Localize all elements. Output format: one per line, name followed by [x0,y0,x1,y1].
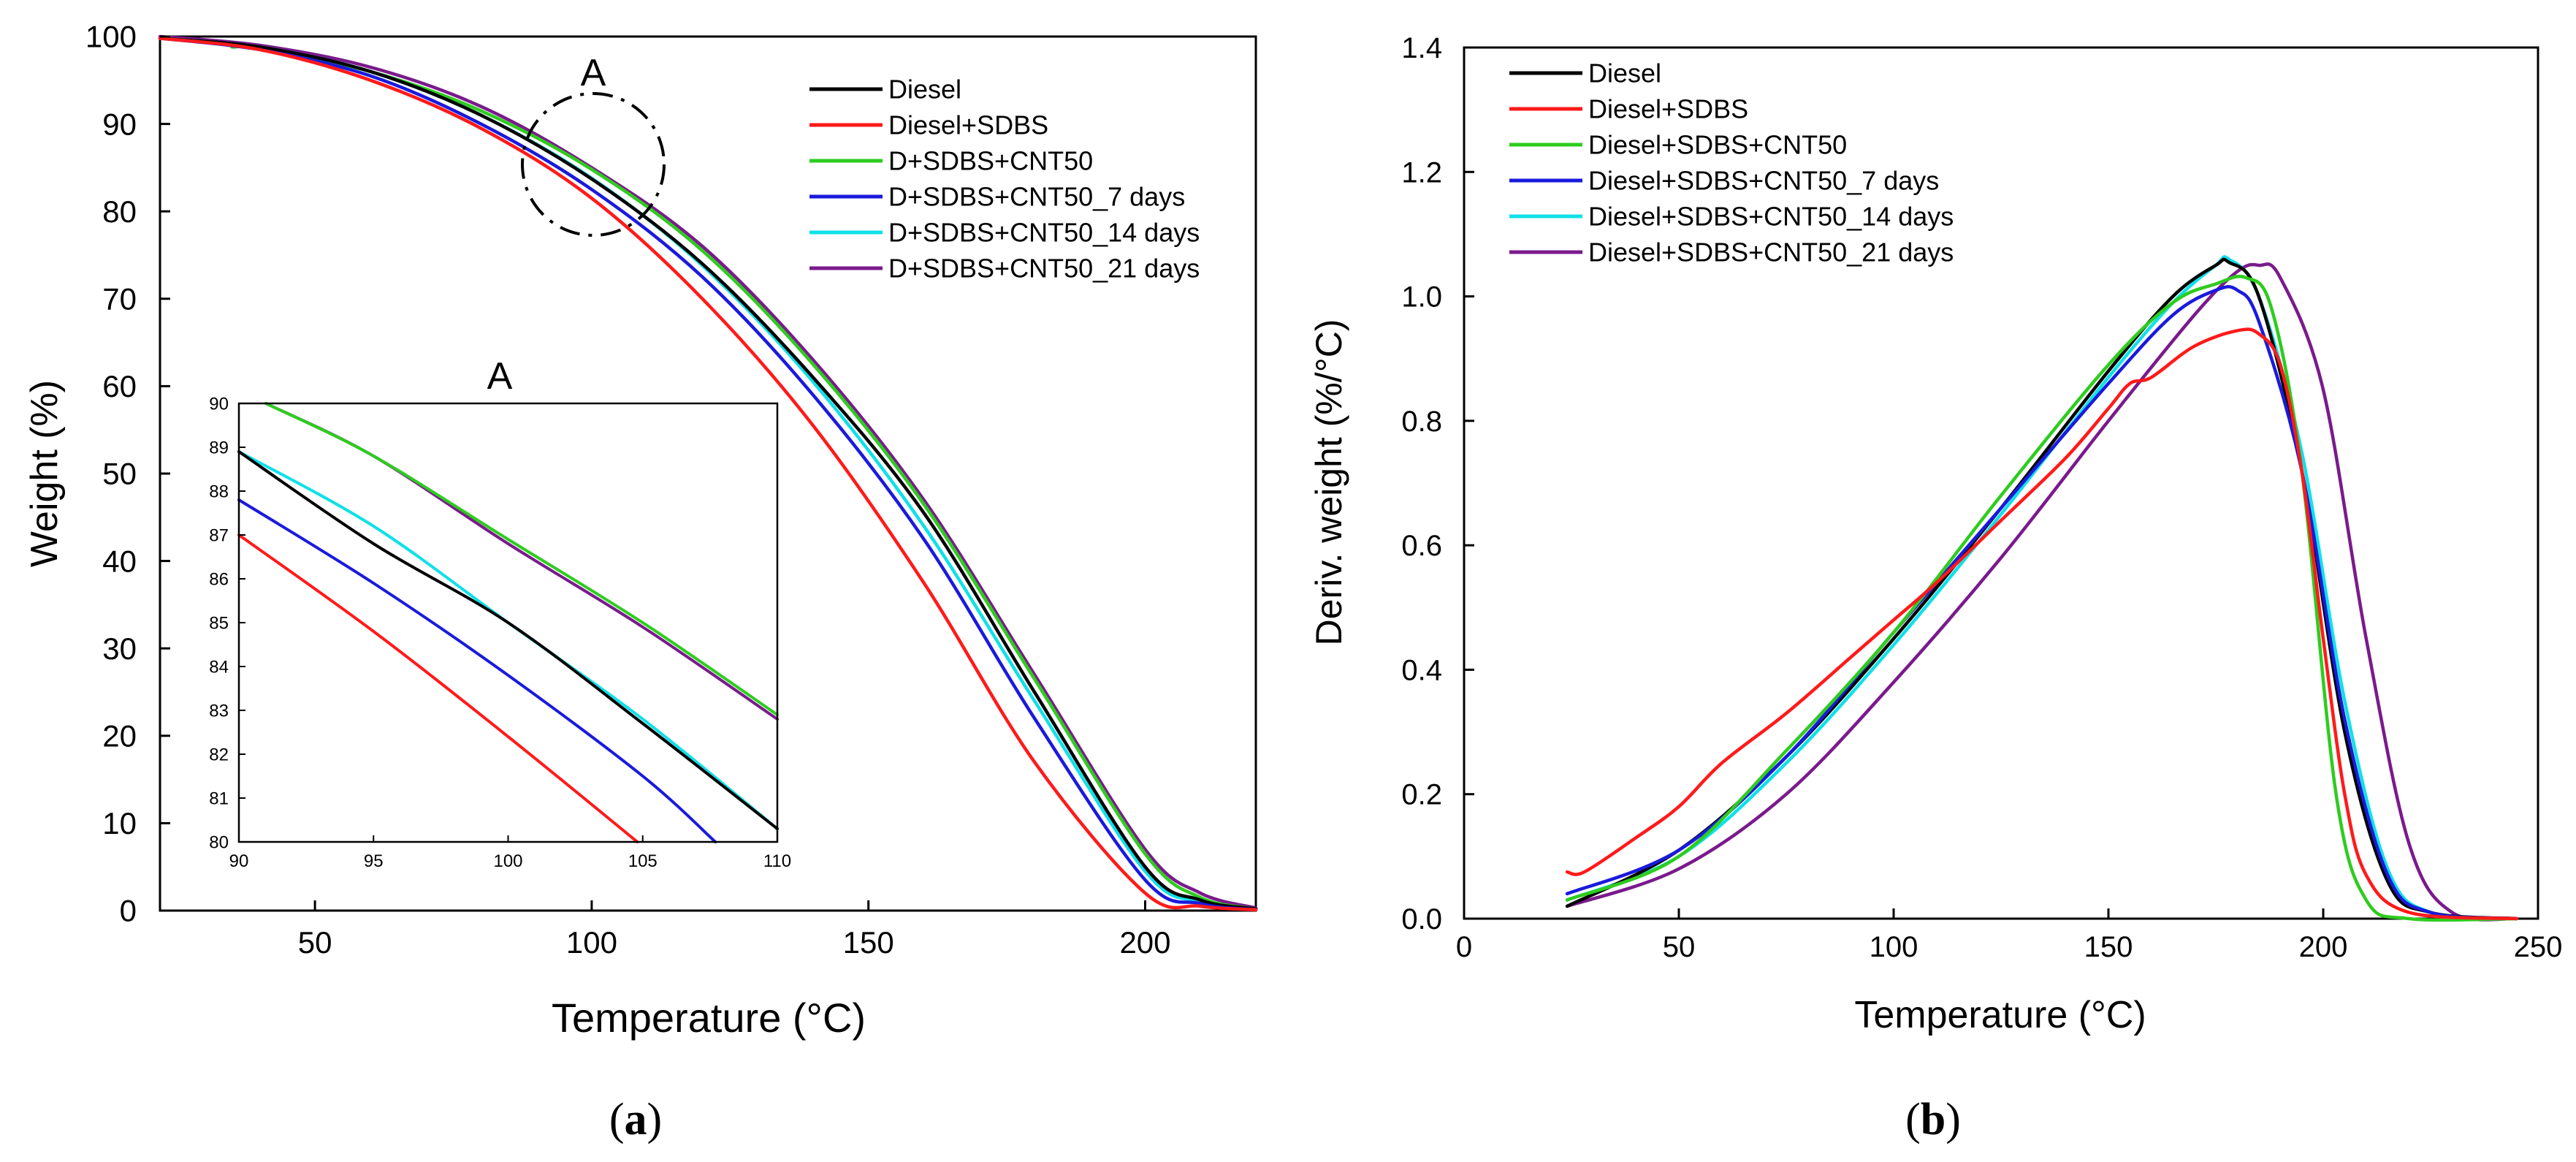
inset-series-line-diesel [237,450,779,830]
panel-a-y-tick-label: 10 [102,806,137,840]
inset-x-tick-label: 95 [364,851,384,871]
inset-y-tick-label: 88 [209,482,229,501]
panel-a-y-tick-label: 70 [102,282,137,316]
inset-series-line-d-sdbs-cnt50-7-days [237,498,717,843]
panel-b-series-line-diesel-sdbs-cnt50 [1565,274,2518,922]
panel-a-caption-letter: a [625,1095,647,1144]
panel-a-y-tick-label: 50 [102,457,137,491]
inset-series-line-d-sdbs-cnt50 [264,402,779,716]
panel-a-x-tick-label: 100 [566,925,617,960]
panel-a-legend-label-d-sdbs-cnt50-7-days: D+SDBS+CNT50_7 days [888,182,1185,212]
panel-b-x-tick-label: 50 [1663,931,1696,963]
panel-a-y-tick-label: 80 [102,194,137,229]
panel-b-x-axis-label: Temperature (°C) [1854,994,2146,1036]
panel-b-legend-label-diesel-sdbs-cnt50: Diesel+SDBS+CNT50 [1588,130,1847,160]
panel-b-x-tick-label: 200 [2299,931,2348,963]
panel-a-series-line-d-sdbs-cnt50-21-days [158,34,1258,910]
panel-a-y-tick-label: 20 [102,719,137,753]
panel-a-y-tick-label: 0 [120,894,137,928]
panel-a-y-tick-label: 100 [85,20,137,54]
zoom-region-circle [521,92,666,237]
panel-a-x-axis-label: Temperature (°C) [552,995,866,1041]
panel-a-y-tick-label: 60 [102,369,137,403]
panel-b-x-axis-ticks: 0 50 100 150 200 250 [1456,908,2563,963]
zoom-region-label: A [581,52,606,94]
panel-b-x-tick-label: 100 [1870,931,1918,963]
panel-b-series-line-diesel-sdbs-cnt50-21-days [1565,262,2518,922]
inset-x-tick-label: 100 [493,851,522,871]
panel-b-y-tick-label: 1.2 [1401,156,1442,189]
panel-b-legend-label-diesel-sdbs: Diesel+SDBS [1588,94,1748,124]
inset-y-tick-label: 84 [209,657,229,677]
inset-y-tick-label: 82 [209,745,229,764]
panel-b-legend: Diesel Diesel+SDBS Diesel+SDBS+CNT50 Diesel… [1509,58,1954,267]
panel-a-legend-label-d-sdbs-cnt50-21-days: D+SDBS+CNT50_21 days [888,254,1200,284]
inset-y-tick-label: 90 [209,394,229,414]
inset-y-tick-label: 86 [209,569,229,589]
panel-b-caption-letter: b [1921,1095,1946,1144]
panel-a-x-tick-label: 200 [1119,925,1170,960]
inset-y-tick-label: 81 [209,789,229,808]
panel-b-y-tick-label: 0.8 [1401,406,1442,438]
panel-b-legend-label-diesel-sdbs-cnt50-7-days: Diesel+SDBS+CNT50_7 days [1588,166,1939,196]
panel-a-y-tick-label: 30 [102,631,137,666]
panel-a-x-tick-label: 150 [843,925,894,960]
panel-b-derivative-chart: 0.0 0.2 0.4 0.6 0.8 1.0 1.2 1.4 0 50 100 150 200 250… [1308,32,2562,1144]
panel-a-y-tick-label: 90 [102,107,137,141]
panel-b-y-tick-label: 0.2 [1401,779,1442,811]
panel-b-y-axis-label: Deriv. weight (%/°C) [1308,319,1349,646]
panel-b-x-tick-label: 250 [2514,931,2563,963]
inset-series-line-diesel-sdbs [237,533,639,843]
panel-a-legend-label-diesel-sdbs: Diesel+SDBS [888,110,1048,140]
panel-a-caption: (a) [609,1095,662,1144]
inset-series-group [237,402,779,843]
panel-b-legend-label-diesel: Diesel [1588,58,1661,88]
panel-a-legend: Diesel Diesel+SDBS D+SDBS+CNT50 D+SDBS+CNT5… [809,75,1200,284]
panel-a-y-tick-label: 40 [102,544,137,578]
panel-b-y-tick-label: 1.0 [1401,281,1442,314]
panel-b-series-line-diesel-sdbs-cnt50-7-days [1565,285,2518,921]
panel-b-caption: (b) [1905,1095,1961,1144]
inset-y-tick-label: 85 [209,613,229,633]
panel-b-x-tick-label: 150 [2084,931,2133,963]
panel-a-legend-label-d-sdbs-cnt50-14-days: D+SDBS+CNT50_14 days [888,218,1200,248]
panel-b-x-tick-label: 0 [1456,931,1472,963]
panel-b-y-tick-label: 1.4 [1401,32,1442,64]
inset-y-tick-label: 87 [209,525,229,545]
inset-title: A [487,355,513,398]
panel-a-series-line-diesel [158,37,1258,911]
panel-a-legend-label-d-sdbs-cnt50: D+SDBS+CNT50 [888,146,1093,176]
inset-x-tick-label: 105 [628,851,658,871]
panel-b-series-line-diesel-sdbs [1565,327,2518,921]
panel-a-y-axis-ticks: 0 10 20 30 40 50 60 70 80 90 100 [85,20,170,928]
panel-a-x-axis-ticks: 50 100 150 200 [298,900,1171,960]
panel-b-plot-area [1463,46,2539,920]
inset-x-tick-label: 110 [763,851,791,871]
panel-b-series-line-diesel [1565,257,2518,921]
panel-a-series-line-diesel-sdbs [158,37,1258,912]
panel-b-y-tick-label: 0.0 [1401,903,1442,935]
panel-b-legend-label-diesel-sdbs-cnt50-21-days: Diesel+SDBS+CNT50_21 days [1588,238,1954,267]
inset-x-axis-ticks: 90 95 100 105 110 [229,835,791,871]
panel-a-series-group [158,34,1258,912]
inset-y-tick-label: 89 [209,438,229,457]
inset-zoom-chart: 80 81 82 83 84 85 86 87 88 89 90 90 95 100 105 110 A [209,355,791,871]
panel-b-y-axis-ticks: 0.0 0.2 0.4 0.6 0.8 1.0 1.2 1.4 [1401,32,1474,935]
inset-y-axis-ticks: 80 81 82 83 84 85 86 87 88 89 90 [209,394,245,852]
panel-b-series-group [1565,255,2518,922]
inset-y-tick-label: 83 [209,701,229,721]
panel-b-series-line-diesel-sdbs-cnt50-14-days [1565,255,2518,921]
inset-y-tick-label: 80 [209,832,229,852]
inset-x-tick-label: 90 [229,851,249,871]
panel-a-x-tick-label: 50 [298,925,332,960]
panel-b-legend-label-diesel-sdbs-cnt50-14-days: Diesel+SDBS+CNT50_14 days [1588,202,1954,232]
panel-b-y-tick-label: 0.4 [1401,654,1442,686]
panel-a-y-axis-label: Weight (%) [23,380,66,567]
panel-a-legend-label-diesel: Diesel [888,75,961,105]
panel-a-series-line-d-sdbs-cnt50-7-days [158,37,1258,912]
panel-b-y-tick-label: 0.6 [1401,530,1442,562]
